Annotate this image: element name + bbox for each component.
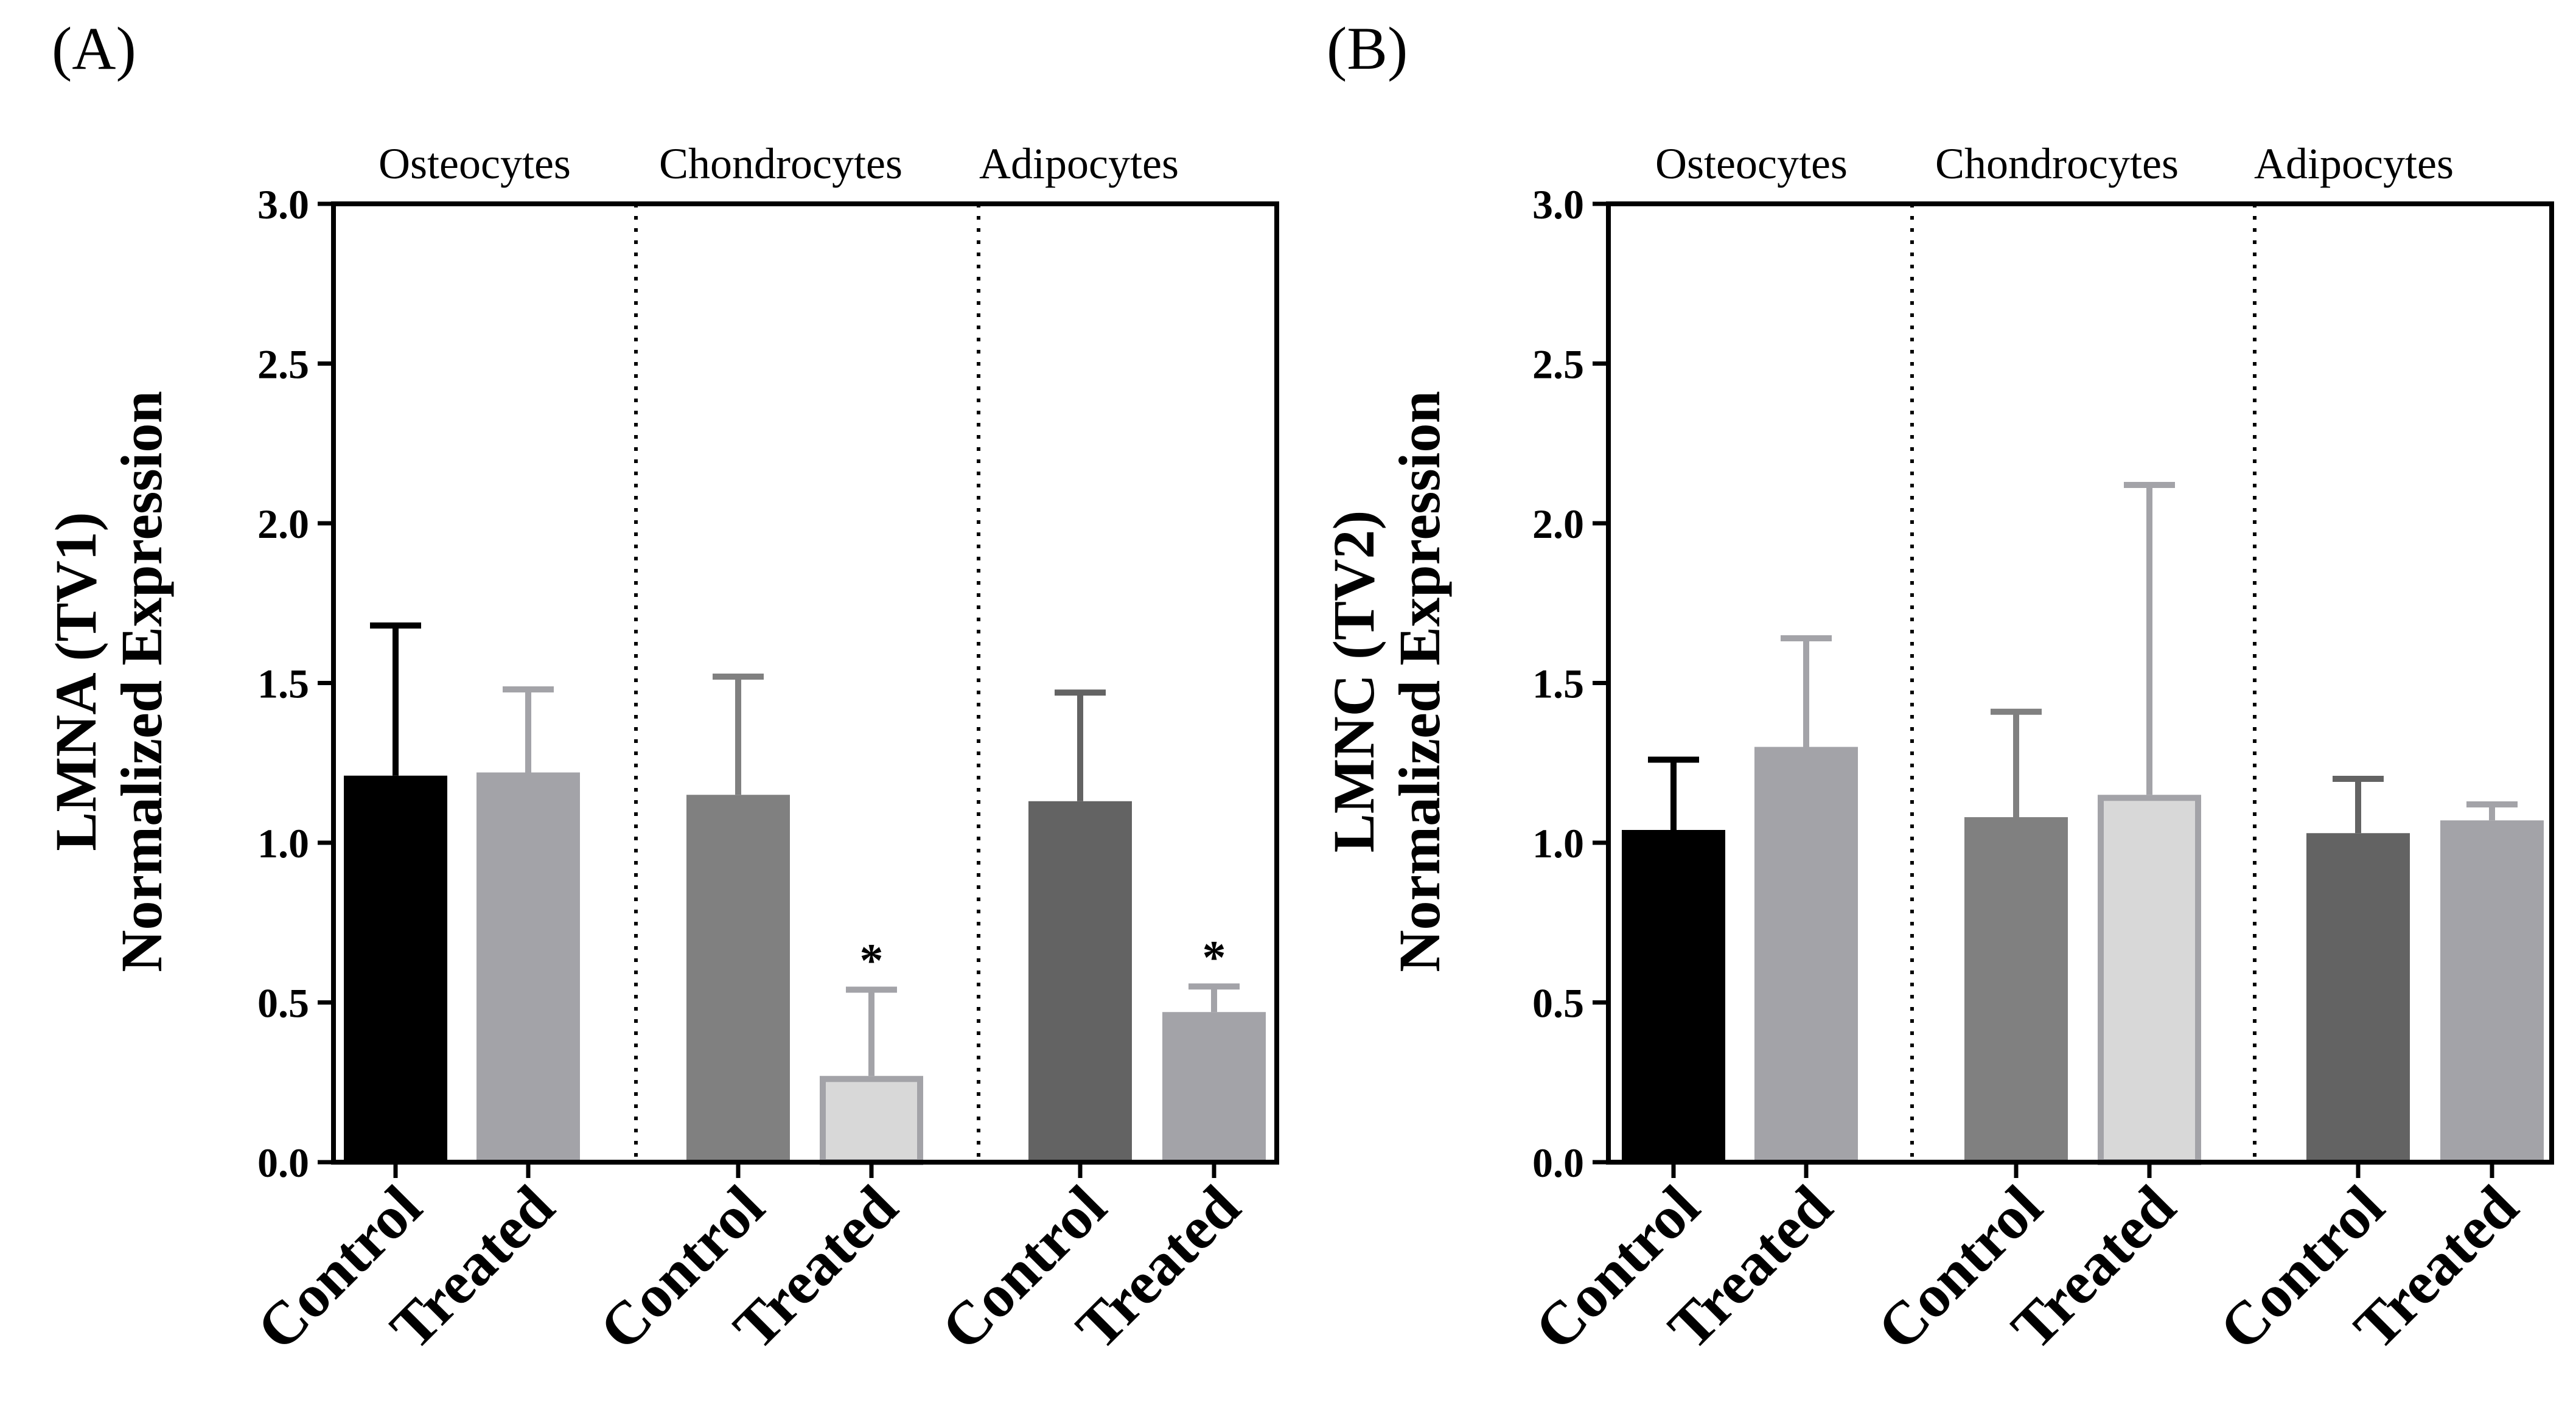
y-axis-title-line1: LMNC (TV2) [1321,511,1386,853]
bar [1754,747,1858,1162]
y-tick-label: 2.0 [257,501,309,547]
group-label: Chondrocytes [1935,139,2179,188]
significance-mark: * [860,934,884,987]
bar [1964,817,2068,1162]
group-label: Adipocytes [979,139,1179,188]
y-axis-title: LMNC (TV2) Normalized Expression [1321,391,1452,972]
y-tick-label: 0.0 [1532,1140,1584,1186]
y-tick-label: 0.5 [1532,980,1584,1026]
y-tick-label: 2.5 [1532,341,1584,388]
bar [820,1076,923,1165]
y-tick-label: 1.5 [257,661,309,707]
bar [1622,830,1725,1162]
y-tick-label: 1.5 [1532,661,1584,707]
group-label: Osteocytes [1655,139,1848,188]
plot-frame [331,201,1279,1165]
y-axis-title-line1: LMNA (TV1) [43,512,108,851]
plot-frame [1606,201,2554,1165]
y-axis-title-line2: Normalized Expression [109,391,174,972]
group-label: Osteocytes [379,139,571,188]
y-tick-label: 2.5 [257,341,309,388]
panel-b: (B) LMNC (TV2) Normalized Expression Ost… [1321,15,2554,1363]
y-tick-label: 0.0 [257,1140,309,1186]
bar [476,772,580,1162]
panel-label: (B) [1327,15,1408,82]
bar [1162,1012,1266,1162]
y-tick-label: 2.0 [1532,501,1584,547]
significance-mark: * [1202,930,1226,983]
y-tick-label: 1.0 [1532,820,1584,866]
bar [2440,820,2544,1162]
bar [2306,833,2410,1162]
y-tick-label: 3.0 [1532,181,1584,228]
bar [1028,801,1132,1162]
bar [686,795,790,1162]
group-label: Chondrocytes [659,139,902,188]
bar [344,775,447,1162]
y-tick-label: 3.0 [257,181,309,228]
panel-a: (A) LMNA (TV1) Normalized Expression Ost… [43,15,1279,1363]
y-axis-title: LMNA (TV1) Normalized Expression [43,391,174,972]
y-tick-label: 1.0 [257,820,309,866]
y-axis-title-line2: Normalized Expression [1387,391,1452,972]
panel-label: (A) [52,15,136,82]
group-label: Adipocytes [2254,139,2454,188]
y-tick-label: 0.5 [257,980,309,1026]
bar [2098,795,2201,1165]
